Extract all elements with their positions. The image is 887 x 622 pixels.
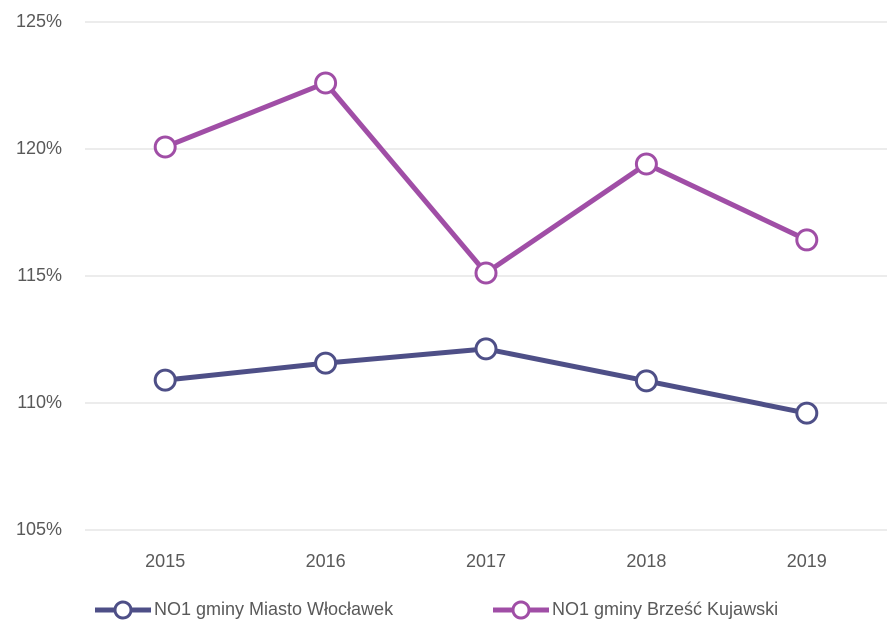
- x-tick-label: 2017: [466, 551, 506, 571]
- y-tick-label: 115%: [17, 265, 62, 285]
- x-tick-label: 2018: [626, 551, 666, 571]
- legend-marker: [113, 600, 133, 620]
- point-marker: [795, 401, 819, 425]
- point-marker: [153, 368, 177, 392]
- legend-marker: [511, 600, 531, 620]
- y-tick-label: 105%: [16, 519, 62, 539]
- point-marker: [474, 337, 498, 361]
- point-marker: [314, 71, 338, 95]
- point-marker: [634, 369, 658, 393]
- point-marker: [153, 135, 177, 159]
- legend-label: NO1 gminy Brześć Kujawski: [552, 599, 778, 619]
- point-marker: [634, 152, 658, 176]
- y-tick-label: 120%: [16, 138, 62, 158]
- point-marker: [314, 351, 338, 375]
- legend-label: NO1 gminy Miasto Włocławek: [154, 599, 394, 619]
- y-tick-label: 125%: [16, 11, 62, 31]
- x-tick-label: 2019: [787, 551, 827, 571]
- y-tick-label: 110%: [17, 392, 62, 412]
- x-tick-label: 2015: [145, 551, 185, 571]
- point-marker: [474, 261, 498, 285]
- series-line: [164, 80, 808, 276]
- point-marker: [795, 228, 819, 252]
- x-tick-label: 2016: [306, 551, 346, 571]
